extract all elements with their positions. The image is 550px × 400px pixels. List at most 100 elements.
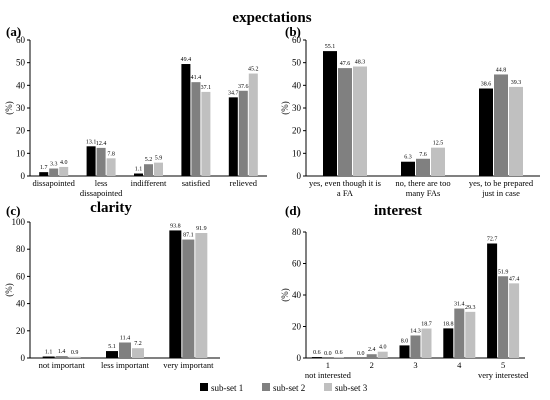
category-label: less important <box>101 360 150 370</box>
data-label: 13.1 <box>86 139 97 145</box>
category-label: relieved <box>230 178 258 188</box>
category-label: less <box>95 178 108 188</box>
data-label: 1.4 <box>58 349 66 355</box>
bar <box>509 87 523 176</box>
category-label: very important <box>163 360 214 370</box>
category-label: dissapointed <box>32 178 75 188</box>
data-label: 31.4 <box>454 302 465 308</box>
category-label: yes, even though it is <box>309 178 381 188</box>
y-tick-label: 60 <box>16 35 26 45</box>
category-label: satisfied <box>182 178 211 188</box>
data-label: 7.8 <box>107 151 115 157</box>
data-label: 0.9 <box>71 350 79 356</box>
interest-title: interest <box>374 203 422 219</box>
data-label: 5.1 <box>108 344 116 350</box>
data-label: 5.9 <box>155 156 163 162</box>
data-label: 47.6 <box>340 61 351 67</box>
y-tick-label: 40 <box>292 80 302 90</box>
y-axis-label: (%) <box>4 101 14 115</box>
y-tick-label: 60 <box>292 35 302 45</box>
y-tick-label: 50 <box>16 58 26 68</box>
data-label: 12.4 <box>96 141 107 147</box>
y-tick-label: 50 <box>292 58 302 68</box>
y-tick-label: 20 <box>16 326 26 336</box>
data-label: 14.3 <box>410 328 421 334</box>
y-tick-label: 10 <box>16 148 26 158</box>
data-label: 38.6 <box>481 82 492 88</box>
bar <box>443 328 453 358</box>
data-label: 4.0 <box>60 160 68 166</box>
y-tick-label: 20 <box>16 126 26 136</box>
legend: sub-set 1 sub-set 2 sub-set 3 <box>200 383 368 393</box>
data-label: 49.4 <box>181 57 192 63</box>
data-label: 12.5 <box>433 141 444 147</box>
bar <box>411 335 421 358</box>
data-label: 5.2 <box>145 157 153 163</box>
bar <box>119 342 131 358</box>
bar <box>169 230 181 358</box>
bar <box>106 351 118 358</box>
clarity-title: clarity <box>90 200 132 216</box>
bar <box>239 91 248 176</box>
data-label: 93.8 <box>170 223 181 229</box>
data-label: 0.6 <box>335 350 343 356</box>
data-label: 48.3 <box>355 60 366 66</box>
y-tick-label: 40 <box>16 299 26 309</box>
y-tick-label: 40 <box>16 80 26 90</box>
bar <box>323 51 337 176</box>
data-label: 51.9 <box>498 269 509 275</box>
bar <box>39 172 48 176</box>
data-label: 2.4 <box>368 347 376 353</box>
data-label: 37.6 <box>238 84 249 90</box>
data-label: 1.7 <box>40 165 48 171</box>
bar <box>312 357 322 358</box>
data-label: 47.4 <box>509 276 520 282</box>
bar <box>43 357 55 358</box>
y-tick-label: 10 <box>292 148 302 158</box>
bar <box>229 97 238 176</box>
bar <box>87 146 96 176</box>
category-label: just in case <box>481 188 520 198</box>
bar <box>132 348 144 358</box>
bar <box>454 309 464 358</box>
bar <box>401 162 415 176</box>
category-label: 5 <box>501 360 505 370</box>
category-label: yes, to be prepared <box>469 178 534 188</box>
data-label: 1.1 <box>45 350 53 356</box>
y-tick-label: 30 <box>292 103 302 113</box>
y-tick-label: 0 <box>297 353 302 363</box>
data-label: 1.1 <box>135 167 143 173</box>
category-label: 2 <box>370 360 374 370</box>
y-tick-label: 40 <box>292 290 302 300</box>
data-label: 18.7 <box>421 322 432 328</box>
y-tick-label: 80 <box>16 244 26 254</box>
bar <box>494 74 508 176</box>
category-label: dissapointed <box>80 188 123 198</box>
category-label: 1 <box>326 360 330 370</box>
bar <box>367 354 377 358</box>
data-label: 29.3 <box>465 305 476 311</box>
bar <box>195 233 207 358</box>
panel-label: (d) <box>285 203 301 218</box>
y-tick-label: 80 <box>292 227 302 237</box>
bar <box>338 68 352 176</box>
bar <box>56 356 68 358</box>
bar <box>69 357 81 358</box>
bar <box>249 74 258 176</box>
y-tick-label: 100 <box>12 217 26 227</box>
bar <box>422 329 432 358</box>
y-tick-label: 20 <box>292 126 302 136</box>
data-label: 0.0 <box>357 351 365 357</box>
data-label: 11.4 <box>120 335 130 341</box>
chart-panel: (b) (%) 0 10 20 30 40 50 60 55.1 47.6 48.3 yes, even… <box>280 24 540 198</box>
bar <box>97 148 106 176</box>
bar <box>182 240 194 358</box>
legend-label: sub-set 1 <box>211 383 243 393</box>
bar <box>334 357 344 358</box>
y-tick-label: 20 <box>292 322 302 332</box>
bar <box>191 82 200 176</box>
y-tick-label: 0 <box>297 171 302 181</box>
category-label: not important <box>39 360 86 370</box>
